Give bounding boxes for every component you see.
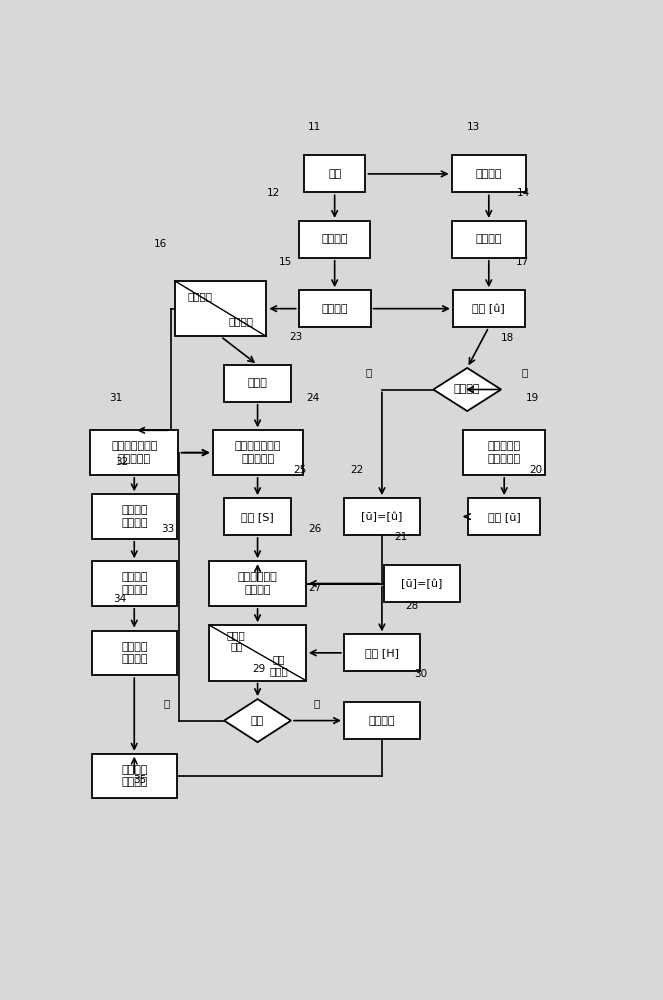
Text: 基体温度
错配应变: 基体温度 错配应变 [121, 505, 147, 528]
Text: 28: 28 [405, 601, 418, 611]
Text: 试件几何: 试件几何 [322, 234, 348, 244]
FancyBboxPatch shape [92, 494, 176, 539]
Text: 15: 15 [279, 257, 292, 267]
Text: 建立薄膜应力
迭代方程: 建立薄膜应力 迭代方程 [238, 572, 277, 595]
FancyBboxPatch shape [384, 565, 460, 602]
Text: 非线性薄膜材料
有限元方程: 非线性薄膜材料 有限元方程 [235, 441, 280, 464]
Text: 19: 19 [526, 393, 539, 403]
FancyBboxPatch shape [453, 290, 525, 327]
Text: 30: 30 [414, 669, 427, 679]
FancyBboxPatch shape [92, 561, 176, 606]
Text: 规则
化方法: 规则 化方法 [269, 654, 288, 676]
Text: 32: 32 [115, 457, 128, 467]
Text: 试件网格: 试件网格 [322, 304, 348, 314]
Text: 试件安装: 试件安装 [475, 169, 502, 179]
Text: 薄膜应力: 薄膜应力 [228, 316, 253, 326]
FancyBboxPatch shape [92, 754, 176, 798]
Text: 18: 18 [501, 333, 514, 343]
Text: 非线性温度应力
有限元方程: 非线性温度应力 有限元方程 [111, 441, 157, 464]
Text: 35: 35 [133, 775, 146, 785]
Text: 24: 24 [306, 393, 320, 403]
Text: 12: 12 [267, 188, 280, 198]
Text: 计算薄膜
本征应力: 计算薄膜 本征应力 [121, 765, 147, 787]
FancyBboxPatch shape [299, 290, 371, 327]
Text: 初始化: 初始化 [248, 378, 267, 388]
Text: 否: 否 [164, 699, 170, 709]
Polygon shape [434, 368, 501, 411]
Text: 14: 14 [517, 188, 530, 198]
FancyBboxPatch shape [224, 365, 291, 402]
FancyBboxPatch shape [463, 430, 546, 475]
FancyBboxPatch shape [210, 625, 306, 681]
Text: 17: 17 [516, 257, 529, 267]
FancyBboxPatch shape [344, 498, 420, 535]
FancyBboxPatch shape [213, 430, 302, 475]
FancyBboxPatch shape [304, 155, 365, 192]
Text: 非线性外力
有限元方程: 非线性外力 有限元方程 [488, 441, 520, 464]
Text: 是: 是 [314, 699, 320, 709]
Text: [ū]=[û]: [ū]=[û] [361, 511, 402, 522]
FancyBboxPatch shape [299, 221, 370, 258]
Text: 23: 23 [290, 332, 303, 342]
FancyBboxPatch shape [92, 631, 176, 675]
Text: 31: 31 [109, 393, 123, 403]
FancyBboxPatch shape [175, 281, 267, 336]
Text: 收敛: 收敛 [251, 716, 264, 726]
FancyBboxPatch shape [90, 430, 178, 475]
Text: 试件: 试件 [328, 169, 341, 179]
Text: [ū]=[û]: [ū]=[û] [401, 578, 443, 589]
Text: 25: 25 [293, 465, 306, 475]
Text: 计算 [H]: 计算 [H] [365, 648, 399, 658]
FancyBboxPatch shape [468, 498, 540, 535]
Text: 22: 22 [351, 465, 364, 475]
FancyBboxPatch shape [344, 634, 420, 671]
Text: 21: 21 [394, 532, 407, 542]
Text: 计算 [û]: 计算 [û] [473, 303, 505, 314]
FancyBboxPatch shape [452, 221, 526, 258]
Text: 奇异值
分解: 奇异值 分解 [227, 630, 246, 651]
Text: 16: 16 [153, 239, 166, 249]
Text: 薄膜应力: 薄膜应力 [369, 716, 395, 726]
Text: 34: 34 [113, 594, 127, 604]
Text: 29: 29 [252, 664, 265, 674]
Text: 是: 是 [521, 368, 527, 378]
FancyBboxPatch shape [452, 155, 526, 192]
FancyBboxPatch shape [210, 561, 306, 606]
Text: 计算 [S]: 计算 [S] [241, 512, 274, 522]
Text: 计算 [ū]: 计算 [ū] [488, 512, 520, 522]
Text: 27: 27 [308, 583, 322, 593]
Text: 温度应力: 温度应力 [188, 291, 213, 301]
FancyBboxPatch shape [344, 702, 420, 739]
Text: 外力修正: 外力修正 [454, 384, 481, 394]
Text: 26: 26 [308, 524, 322, 534]
Text: 否: 否 [366, 368, 372, 378]
Text: 薄膜温度
错配应变: 薄膜温度 错配应变 [121, 572, 147, 595]
Text: 11: 11 [308, 122, 321, 132]
FancyBboxPatch shape [223, 498, 292, 535]
Text: 薄膜温度
错配应力: 薄膜温度 错配应力 [121, 642, 147, 664]
Text: 变形测量: 变形测量 [475, 234, 502, 244]
Polygon shape [224, 699, 291, 742]
Text: 20: 20 [530, 465, 542, 475]
Text: 33: 33 [161, 524, 174, 534]
Text: 13: 13 [467, 122, 480, 132]
